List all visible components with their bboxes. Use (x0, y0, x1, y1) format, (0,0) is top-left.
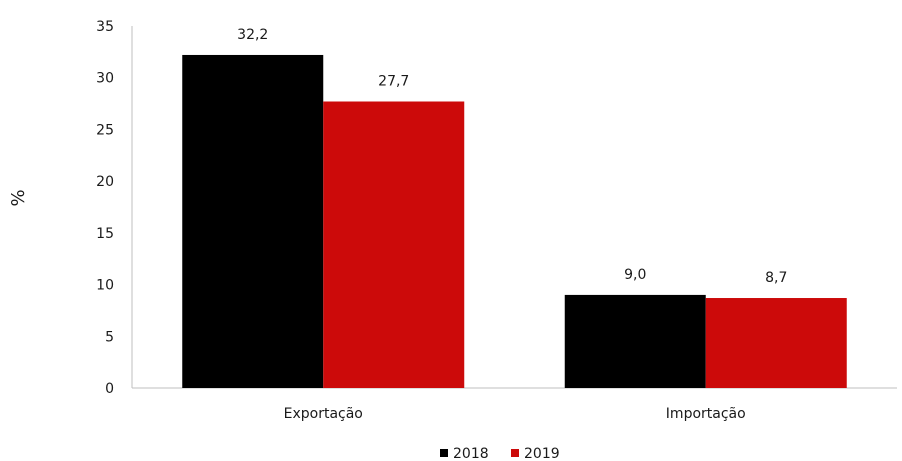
data-labels: 32,2 27,7 9,0 8,7 (237, 27, 787, 286)
data-label: 32,2 (237, 27, 268, 43)
legend: 2018 2019 (440, 446, 560, 461)
bars (182, 54, 847, 389)
category-label: Exportação (284, 406, 363, 422)
legend-label: 2019 (524, 446, 560, 461)
y-tick-label: 30 (96, 71, 114, 87)
data-label: 27,7 (378, 74, 409, 90)
bar-2018-exportacao (182, 54, 324, 389)
y-tick-label: 5 (105, 329, 114, 345)
bar-2019-importacao (705, 298, 847, 388)
category-labels: Exportação Importação (284, 406, 746, 422)
data-label: 8,7 (765, 270, 787, 286)
bar-2018-importacao (564, 294, 706, 388)
legend-label: 2018 (453, 446, 489, 461)
data-label: 9,0 (624, 267, 646, 283)
y-tick-label: 15 (96, 226, 114, 242)
y-tick-label: 25 (96, 122, 114, 138)
y-tick-label: 35 (96, 19, 114, 35)
y-tick-label: 0 (105, 381, 114, 397)
y-tick-label: 20 (96, 174, 114, 190)
category-label: Importação (666, 406, 746, 422)
legend-swatch-2018 (440, 449, 448, 457)
y-tick-labels: 0 5 10 15 20 25 30 35 (96, 19, 114, 397)
legend-swatch-2019 (511, 449, 519, 457)
bar-2019-exportacao (323, 101, 465, 388)
y-axis-label: % (8, 189, 29, 206)
y-tick-label: 10 (96, 278, 114, 294)
